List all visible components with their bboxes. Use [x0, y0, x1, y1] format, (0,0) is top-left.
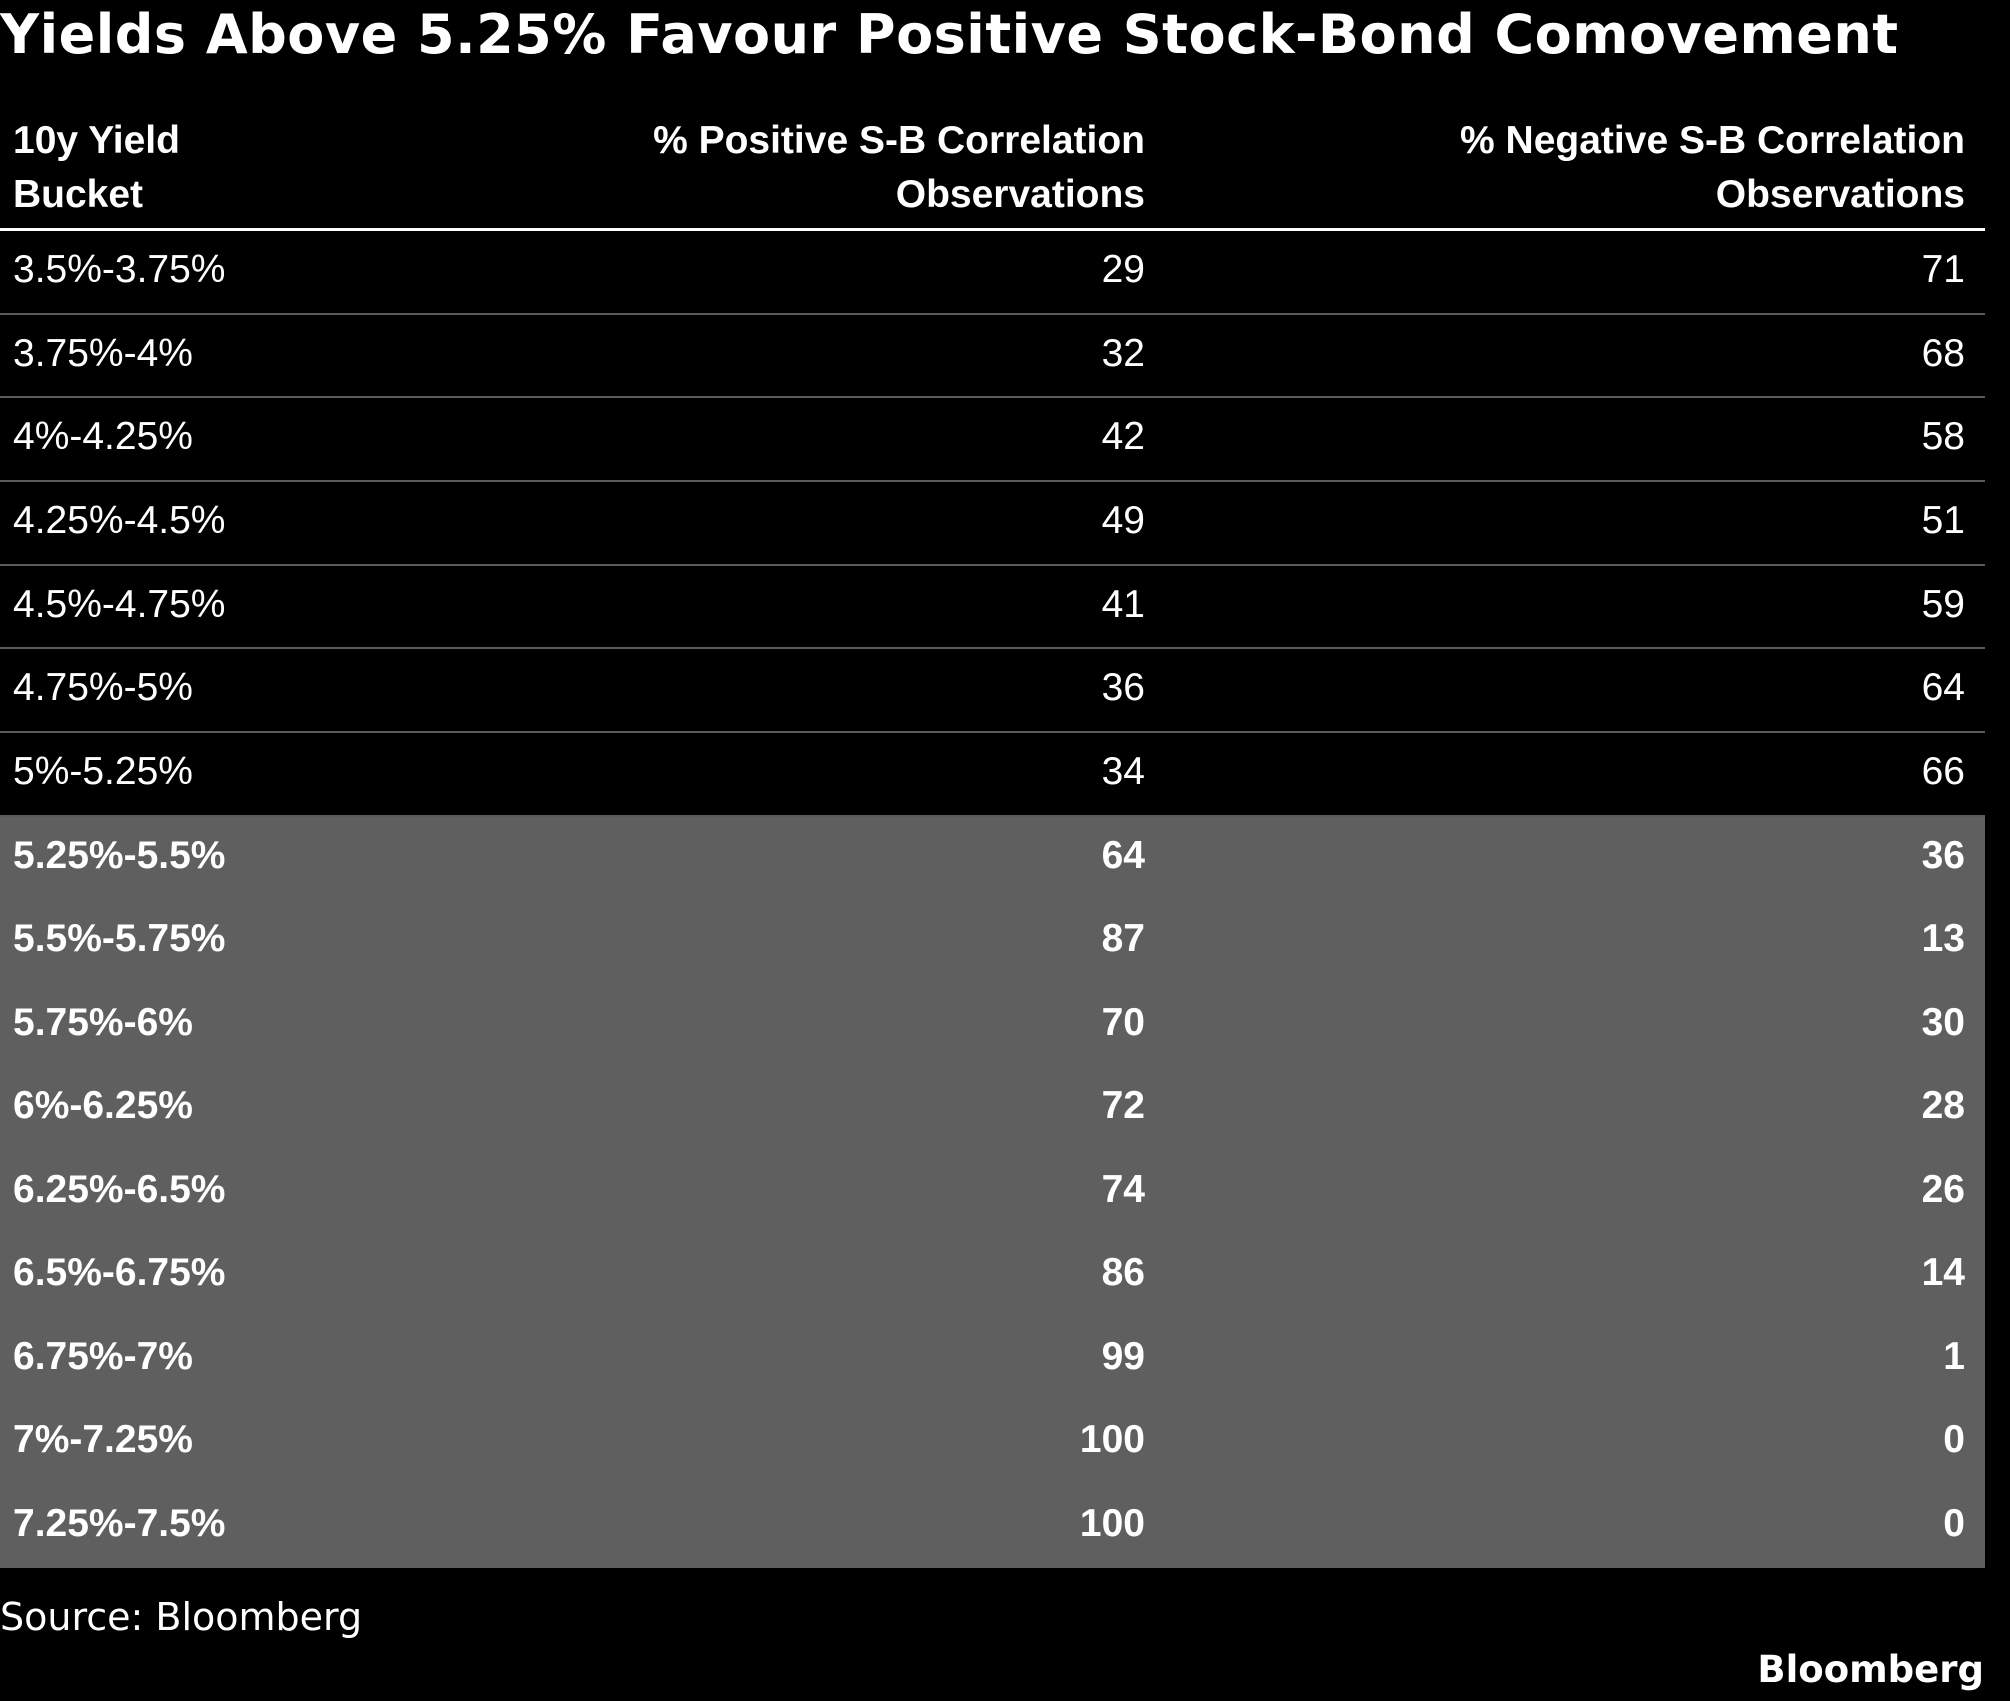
table-body: 3.5%-3.75% 29 71 3.75%-4% 32 68 4%-4.25% 42 58 4.… — [0, 231, 1985, 1569]
table-row: 6%-6.25% 72 28 — [0, 1067, 1985, 1151]
cell-positive-pct: 49 — [1101, 499, 1145, 543]
cell-yield-bucket: 6.75%-7% — [13, 1334, 193, 1378]
cell-negative-pct: 36 — [1921, 833, 1965, 877]
cell-negative-pct: 0 — [1943, 1501, 1965, 1545]
cell-positive-pct: 100 — [1079, 1418, 1145, 1462]
cell-yield-bucket: 6%-6.25% — [13, 1084, 193, 1128]
cell-negative-pct: 14 — [1921, 1251, 1965, 1295]
table-row: 6.25%-6.5% 74 26 — [0, 1150, 1985, 1235]
cell-yield-bucket: 3.75%-4% — [13, 331, 193, 375]
cell-yield-bucket: 4%-4.25% — [13, 415, 193, 459]
cell-positive-pct: 70 — [1101, 1000, 1145, 1044]
table-row: 5.75%-6% 70 30 — [0, 983, 1985, 1068]
cell-negative-pct: 26 — [1921, 1167, 1965, 1211]
chart-title: Yields Above 5.25% Favour Positive Stock… — [0, 3, 1899, 66]
cell-positive-pct: 100 — [1079, 1501, 1145, 1545]
cell-negative-pct: 68 — [1921, 331, 1965, 375]
cell-yield-bucket: 5%-5.25% — [13, 750, 193, 794]
cell-yield-bucket: 5.5%-5.75% — [13, 917, 226, 961]
table-row: 6.75%-7% 99 1 — [0, 1317, 1985, 1402]
cell-positive-pct: 74 — [1101, 1167, 1145, 1211]
table-row: 4.25%-4.5% 49 51 — [0, 482, 1985, 566]
cell-negative-pct: 1 — [1943, 1334, 1965, 1378]
table-row: 3.5%-3.75% 29 71 — [0, 231, 1985, 315]
table-row: 3.75%-4% 32 68 — [0, 315, 1985, 399]
cell-negative-pct: 13 — [1921, 917, 1965, 961]
cell-positive-pct: 64 — [1101, 833, 1145, 877]
cell-negative-pct: 64 — [1921, 666, 1965, 710]
cell-positive-pct: 87 — [1101, 917, 1145, 961]
cell-negative-pct: 66 — [1921, 750, 1965, 794]
cell-yield-bucket: 5.25%-5.5% — [13, 833, 226, 877]
header-negative-correlation: % Negative S-B Correlation Observations — [1460, 119, 1965, 216]
cell-negative-pct: 30 — [1921, 1000, 1965, 1044]
cell-negative-pct: 58 — [1921, 415, 1965, 459]
bloomberg-logo: Bloomberg — [1757, 1648, 1984, 1691]
cell-positive-pct: 29 — [1101, 248, 1145, 291]
cell-negative-pct: 59 — [1921, 582, 1965, 626]
table-row: 5.25%-5.5% 64 36 — [0, 816, 1985, 901]
cell-yield-bucket: 4.5%-4.75% — [13, 582, 226, 626]
cell-positive-pct: 32 — [1101, 331, 1145, 375]
cell-positive-pct: 72 — [1101, 1084, 1145, 1128]
table-row: 6.5%-6.75% 86 14 — [0, 1234, 1985, 1318]
source-note: Source: Bloomberg — [0, 1595, 363, 1639]
table-row: 5%-5.25% 34 66 — [0, 733, 1985, 817]
cell-negative-pct: 28 — [1921, 1084, 1965, 1128]
cell-positive-pct: 34 — [1101, 750, 1145, 794]
table-row: 7%-7.25% 100 0 — [0, 1401, 1985, 1485]
cell-negative-pct: 71 — [1921, 248, 1965, 291]
table-row: 4%-4.25% 42 58 — [0, 398, 1985, 483]
data-table: 10y Yield Bucket % Positive S-B Correlat… — [0, 108, 1985, 1569]
cell-positive-pct: 42 — [1101, 415, 1145, 459]
cell-yield-bucket: 6.5%-6.75% — [13, 1251, 226, 1295]
cell-yield-bucket: 7%-7.25% — [13, 1418, 193, 1462]
header-positive-correlation: % Positive S-B Correlation Observations — [653, 119, 1145, 216]
table-row: 4.75%-5% 36 64 — [0, 649, 1985, 734]
cell-positive-pct: 41 — [1101, 582, 1145, 626]
cell-yield-bucket: 5.75%-6% — [13, 1000, 193, 1044]
cell-positive-pct: 36 — [1101, 666, 1145, 710]
cell-yield-bucket: 7.25%-7.5% — [13, 1501, 226, 1545]
cell-yield-bucket: 6.25%-6.5% — [13, 1167, 226, 1211]
header-yield-bucket: 10y Yield Bucket — [13, 119, 180, 216]
cell-negative-pct: 0 — [1943, 1418, 1965, 1462]
cell-positive-pct: 86 — [1101, 1251, 1145, 1295]
cell-positive-pct: 99 — [1101, 1334, 1145, 1378]
cell-yield-bucket: 3.5%-3.75% — [13, 248, 226, 291]
table-row: 7.25%-7.5% 100 0 — [0, 1484, 1985, 1569]
cell-yield-bucket: 4.25%-4.5% — [13, 499, 226, 543]
cell-negative-pct: 51 — [1921, 499, 1965, 543]
table-header: 10y Yield Bucket % Positive S-B Correlat… — [0, 108, 1985, 231]
table-row: 4.5%-4.75% 41 59 — [0, 566, 1985, 650]
table-row: 5.5%-5.75% 87 13 — [0, 900, 1985, 984]
cell-yield-bucket: 4.75%-5% — [13, 666, 193, 710]
